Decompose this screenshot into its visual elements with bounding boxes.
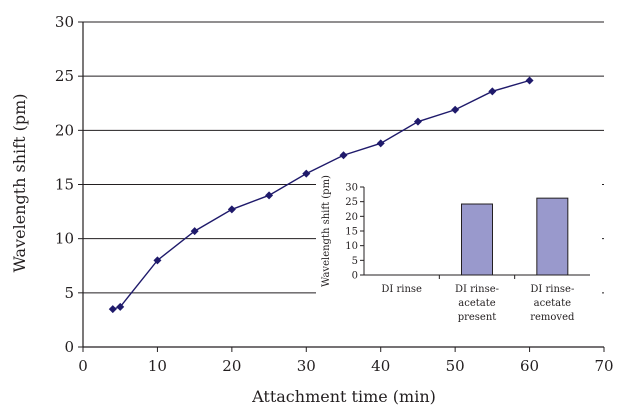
y-tick-label: 30	[55, 13, 74, 31]
inset-y-tick-label: 5	[352, 256, 358, 267]
inset-category-label: DI rinse-acetate removed	[530, 284, 575, 323]
data-point	[227, 205, 236, 214]
inset-category-labels: DI rinse DI rinse-acetate present DI rinse-…	[381, 284, 575, 323]
data-point	[525, 76, 534, 85]
x-tick-label: 20	[222, 357, 241, 375]
y-axis-title: Wavelength shift (pm)	[10, 93, 29, 272]
inset-bar	[536, 197, 569, 276]
data-point	[339, 151, 348, 160]
inset-bars	[461, 197, 569, 276]
inset-y-axis-title: Wavelength shift (pm)	[321, 175, 332, 287]
inset-category-label: DI rinse-acetate present	[455, 284, 499, 323]
inset-chart: 0 5 10 15 20 25 30 DI rinse DI rinse-acetate pre…	[316, 174, 602, 340]
x-axis-title: Attachment time (min)	[251, 387, 436, 406]
y-tick-label: 5	[64, 284, 74, 302]
y-tick-label: 20	[55, 121, 74, 139]
x-tick-label: 50	[446, 357, 465, 375]
x-tick-label: 40	[371, 357, 390, 375]
x-tick-label: 60	[520, 357, 539, 375]
data-point	[153, 256, 162, 265]
inset-y-tick-labels: 0 5 10 15 20 25 30	[345, 183, 358, 282]
inset-y-tick-label: 30	[345, 183, 358, 194]
x-tick-label: 70	[594, 357, 613, 375]
data-point	[302, 169, 311, 178]
y-tick-label: 0	[64, 338, 74, 356]
data-point	[190, 227, 199, 236]
inset-y-tick-label: 15	[345, 227, 358, 238]
inset-category-label: DI rinse	[381, 284, 422, 295]
data-point	[376, 139, 385, 148]
x-tick-label: 30	[297, 357, 316, 375]
x-tick-label: 10	[148, 357, 167, 375]
data-point	[451, 105, 460, 114]
inset-y-tick-label: 20	[345, 212, 358, 223]
data-point	[413, 117, 422, 126]
main-axes	[78, 21, 605, 352]
inset-y-tick-label: 0	[352, 271, 358, 282]
data-point	[116, 302, 125, 311]
y-tick-label: 15	[55, 176, 74, 194]
y-tick-label: 25	[55, 67, 74, 85]
inset-y-tick-label: 10	[345, 241, 358, 252]
data-point	[108, 305, 117, 314]
inset-bar	[461, 203, 493, 276]
y-tick-label: 10	[55, 230, 74, 248]
main-x-tick-labels: 0 10 20 30 40 50 60 70	[78, 357, 613, 375]
data-point	[265, 191, 274, 200]
data-point	[488, 87, 497, 96]
main-y-tick-labels: 0 5 10 15 20 25 30	[55, 13, 74, 356]
x-tick-label: 0	[78, 357, 88, 375]
main-series	[108, 76, 534, 314]
inset-y-tick-label: 25	[345, 197, 358, 208]
